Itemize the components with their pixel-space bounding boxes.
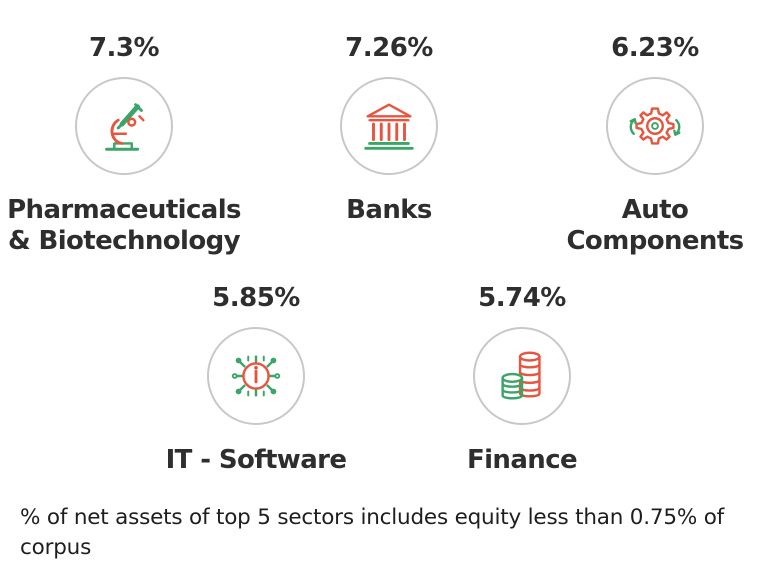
sector-auto-components: 6.23% Auto Components — [535, 33, 760, 257]
footnote: % of net assets of top 5 sectors include… — [20, 505, 725, 560]
icon-circle — [207, 327, 305, 425]
icon-circle — [75, 77, 173, 175]
icon-circle — [473, 327, 571, 425]
sector-name: Finance — [466, 445, 578, 475]
chip-icon — [231, 355, 281, 397]
sector-banks: 7.26% Banks — [269, 33, 509, 226]
sector-percent: 7.26% — [345, 33, 433, 63]
sector-percent: 6.23% — [611, 33, 699, 63]
sector-it-software: 5.85% IT - Software — [136, 283, 376, 476]
gear-icon — [629, 107, 681, 145]
sector-finance: 5.74% Finance — [402, 283, 642, 476]
sector-name: Pharmaceuticals & Biotechnology — [7, 195, 241, 256]
sector-pharmaceuticals: 7.3% Pharmaceuticals & Biotechnology — [4, 33, 244, 257]
microscope-icon — [105, 103, 145, 151]
bank-icon — [364, 103, 414, 150]
coins-icon — [501, 351, 541, 400]
icon-circle — [606, 77, 704, 175]
icon-circle — [340, 77, 438, 175]
sector-percent: 5.85% — [212, 283, 300, 313]
sector-percent: 5.74% — [478, 283, 566, 313]
sector-name: Banks — [346, 195, 432, 225]
sector-percent: 7.3% — [88, 33, 160, 63]
sector-name: IT - Software — [165, 445, 347, 475]
sector-name: Auto Components — [566, 195, 744, 256]
